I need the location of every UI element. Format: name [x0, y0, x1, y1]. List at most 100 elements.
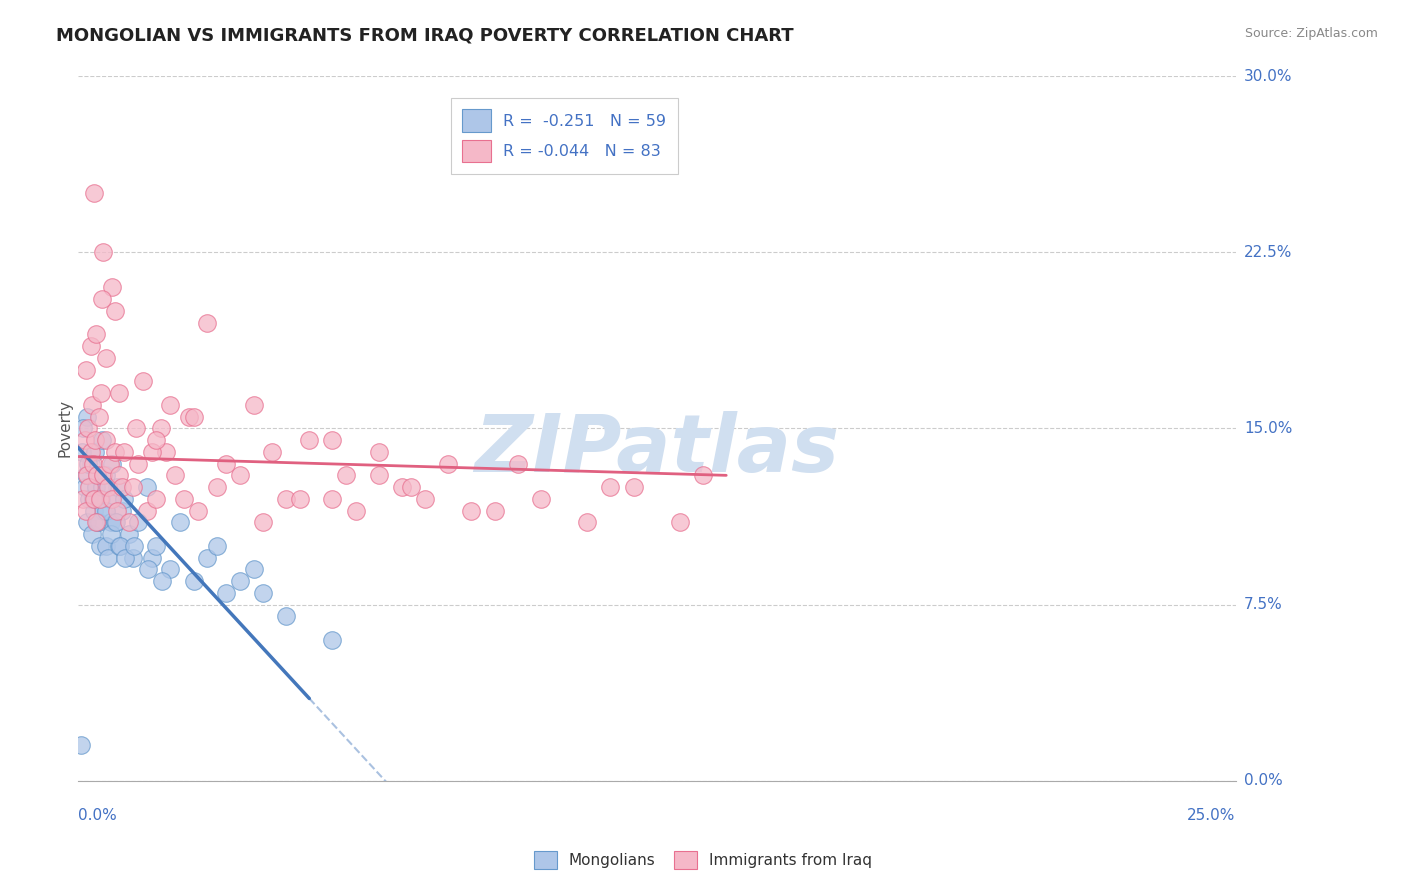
Point [150, 574, 173, 588]
Point [98, 491, 121, 506]
Point [72, 445, 94, 459]
Point [90, 433, 112, 447]
Point [391, 480, 413, 494]
Point [94, 351, 117, 365]
Point [367, 468, 389, 483]
Point [73, 480, 96, 494]
Point [104, 516, 127, 530]
Point [91, 245, 114, 260]
Point [90, 292, 112, 306]
Text: 15.0%: 15.0% [1244, 421, 1292, 436]
Point [94, 468, 117, 483]
Point [506, 457, 529, 471]
Point [262, 445, 284, 459]
Point [183, 574, 205, 588]
Point [108, 468, 131, 483]
Point [80, 527, 103, 541]
Point [83, 503, 105, 517]
Point [114, 550, 136, 565]
Point [72, 421, 94, 435]
Point [367, 445, 389, 459]
Point [96, 539, 118, 553]
Point [124, 421, 146, 435]
Point [90, 480, 112, 494]
Point [104, 445, 127, 459]
Point [77, 421, 100, 435]
Text: ZIPatlas: ZIPatlas [474, 410, 839, 489]
Point [173, 491, 195, 506]
Point [84, 327, 107, 342]
Text: 22.5%: 22.5% [1244, 244, 1292, 260]
Point [205, 480, 228, 494]
Point [112, 445, 135, 459]
Point [90, 386, 112, 401]
Point [101, 457, 124, 471]
Point [530, 491, 553, 506]
Point [108, 386, 131, 401]
Point [97, 480, 120, 494]
Point [100, 527, 122, 541]
Point [229, 574, 252, 588]
Point [108, 539, 131, 553]
Point [96, 503, 118, 517]
Point [229, 468, 252, 483]
Point [91, 503, 114, 517]
Point [145, 539, 167, 553]
Point [97, 550, 120, 565]
Text: MONGOLIAN VS IMMIGRANTS FROM IRAQ POVERTY CORRELATION CHART: MONGOLIAN VS IMMIGRANTS FROM IRAQ POVERT… [56, 27, 794, 45]
Point [118, 516, 141, 530]
Point [127, 516, 149, 530]
Point [86, 468, 108, 483]
Point [215, 586, 238, 600]
Point [101, 280, 124, 294]
Point [110, 539, 132, 553]
Point [335, 468, 357, 483]
Point [163, 468, 186, 483]
Point [122, 550, 145, 565]
Point [75, 362, 97, 376]
Point [86, 516, 108, 530]
Point [141, 445, 163, 459]
Point [205, 539, 228, 553]
Point [84, 433, 107, 447]
Point [576, 516, 599, 530]
Point [84, 480, 107, 494]
Point [84, 445, 107, 459]
Point [105, 480, 128, 494]
Point [252, 586, 274, 600]
Point [70, 457, 93, 471]
Point [122, 480, 145, 494]
Point [70, 739, 93, 753]
Point [89, 539, 111, 553]
Point [86, 468, 108, 483]
Point [79, 480, 101, 494]
Point [169, 516, 191, 530]
Point [75, 503, 97, 517]
Point [288, 491, 311, 506]
Point [111, 480, 134, 494]
Point [87, 516, 110, 530]
Text: 25.0%: 25.0% [1188, 808, 1236, 823]
Point [159, 562, 181, 576]
Point [399, 480, 422, 494]
Point [141, 550, 163, 565]
Point [460, 503, 482, 517]
Text: 30.0%: 30.0% [1244, 69, 1292, 84]
Point [321, 491, 343, 506]
Point [94, 433, 117, 447]
Point [83, 491, 105, 506]
Point [98, 457, 121, 471]
Point [105, 503, 128, 517]
Point [104, 304, 127, 318]
Point [136, 562, 159, 576]
Point [599, 480, 621, 494]
Point [101, 491, 124, 506]
Point [87, 409, 110, 424]
Point [72, 491, 94, 506]
Point [82, 491, 104, 506]
Point [413, 491, 436, 506]
Point [136, 503, 159, 517]
Point [127, 457, 149, 471]
Point [623, 480, 645, 494]
Point [75, 468, 97, 483]
